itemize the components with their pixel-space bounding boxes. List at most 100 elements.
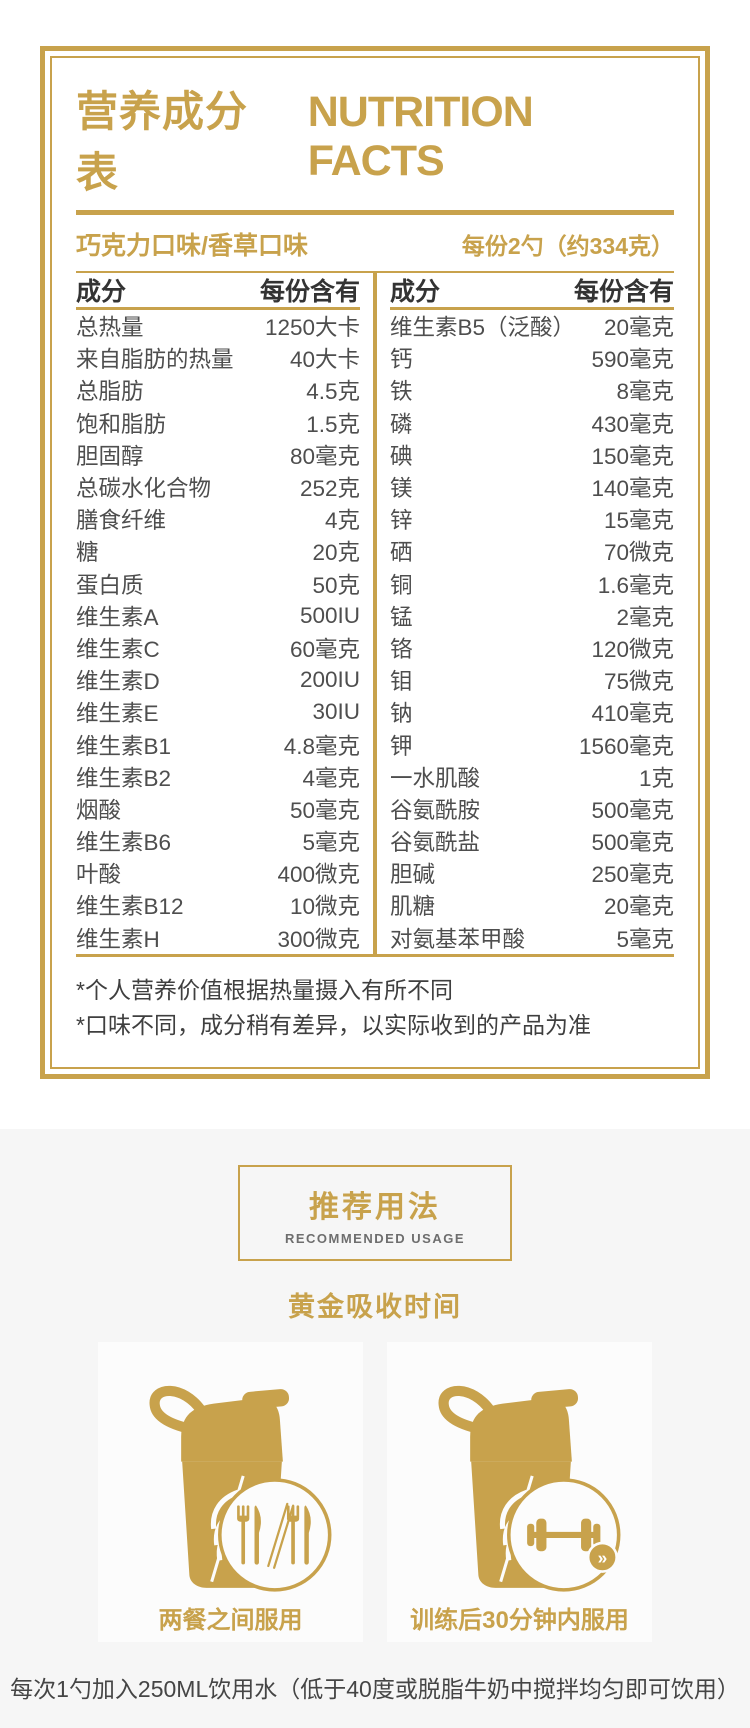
usage-badge-title-zh: 推荐用法: [309, 1190, 441, 1224]
fast-forward-glyph: »: [597, 1547, 607, 1567]
ingredient-amount: 150毫克: [591, 443, 674, 469]
usage-card-label: 两餐之间服用: [158, 1606, 303, 1634]
table-row: 铬 120微克: [390, 632, 674, 664]
table-row: 维生素B2 4毫克: [76, 761, 360, 793]
ingredient-amount: 20毫克: [603, 894, 674, 920]
ingredient-amount: 410毫克: [591, 701, 674, 727]
table-row: 一水肌酸 1克: [390, 761, 674, 793]
header-ingredient: 成分: [76, 278, 127, 306]
table-row: 锌 15毫克: [390, 503, 674, 535]
table-row: 烟酸 50毫克: [76, 793, 360, 825]
icon-circle: [217, 1477, 331, 1592]
table-row: 维生素E 30IU: [76, 696, 360, 728]
table-header-row: 成分 每份含有: [390, 273, 674, 310]
header-ingredient: 成分: [390, 278, 441, 306]
ingredient-name: 铁: [390, 379, 413, 405]
usage-card-after-training: » 训练后30分钟内服用: [387, 1341, 652, 1642]
ingredient-amount: 120微克: [591, 636, 674, 662]
ingredient-amount: 10微克: [289, 894, 360, 920]
knife-glyph: [254, 1505, 261, 1565]
ingredient-amount: 2毫克: [616, 604, 674, 630]
table-row: 镁 140毫克: [390, 471, 674, 503]
table-header-row: 成分 每份含有: [76, 273, 360, 310]
ingredient-name: 总碳水化合物: [76, 476, 212, 502]
ingredient-amount: 5毫克: [616, 926, 674, 952]
ingredient-amount: 4克: [324, 508, 360, 534]
ingredient-name: 对氨基苯甲酸: [390, 926, 526, 952]
ingredient-name: 维生素C: [76, 636, 160, 662]
ingredient-name: 谷氨酰盐: [390, 830, 481, 856]
table-row: 维生素C 60毫克: [76, 632, 360, 664]
ingredient-name: 维生素D: [76, 669, 160, 695]
ingredient-amount: 4毫克: [302, 765, 360, 791]
ingredient-amount: 30IU: [312, 699, 360, 725]
ingredient-amount: 200IU: [299, 667, 360, 693]
ingredient-amount: 50毫克: [289, 797, 360, 823]
nutrition-title: 营养成分表 NUTRITION FACTS: [76, 72, 674, 210]
shaker-lid: [180, 1398, 283, 1462]
table-row: 维生素D 200IU: [76, 664, 360, 696]
nutrition-facts-inner-frame: 营养成分表 NUTRITION FACTS 巧克力口味/香草口味 每份2勺（约3…: [50, 56, 700, 1069]
shaker-handle: [438, 1385, 496, 1435]
table-row: 维生素B6 5毫克: [76, 825, 360, 857]
table-row: 维生素B12 10微克: [76, 889, 360, 921]
ingredient-name: 糖: [76, 540, 99, 566]
ingredient-name: 硒: [390, 540, 413, 566]
ingredient-name: 烟酸: [76, 797, 122, 823]
ingredient-name: 一水肌酸: [390, 765, 481, 791]
ingredient-name: 维生素A: [76, 604, 159, 630]
ingredient-name: 叶酸: [76, 862, 122, 888]
ingredient-name: 钼: [390, 669, 413, 695]
table-row: 对氨基苯甲酸 5毫克: [390, 922, 674, 954]
header-amount: 每份含有: [259, 278, 360, 306]
ingredient-amount: 590毫克: [591, 347, 674, 373]
ingredient-amount: 40大卡: [289, 347, 360, 373]
table-row: 胆碱 250毫克: [390, 857, 674, 889]
ingredient-name: 锌: [390, 508, 413, 534]
ingredient-name: 维生素E: [76, 701, 159, 727]
table-row: 钼 75微克: [390, 664, 674, 696]
usage-badge-title-en: RECOMMENDED USAGE: [284, 1230, 466, 1246]
table-row: 总热量 1250大卡: [76, 310, 360, 342]
nutrition-table-right-column: 成分 每份含有 维生素B5（泛酸） 20毫克 钙 590毫克 铁: [377, 273, 674, 954]
usage-cards-row: 两餐之间服用: [0, 1341, 750, 1642]
shaker-bottle-meals-icon: [149, 1385, 331, 1592]
ingredient-name: 总热量: [76, 315, 144, 341]
nutrition-table: 成分 每份含有 总热量 1250大卡 来自脂肪的热量 40大卡: [76, 271, 674, 957]
recommended-usage-section: 推荐用法 RECOMMENDED USAGE 黄金吸收时间: [0, 1128, 750, 1728]
footnotes: *个人营养价值根据热量摄入有所不同 *口味不同，成分稍有差异，以实际收到的产品为…: [76, 973, 674, 1053]
table-row: 碘 150毫克: [390, 439, 674, 471]
meals-icon: [236, 1502, 311, 1569]
ingredient-amount: 8毫克: [616, 379, 674, 405]
ingredient-amount: 1克: [638, 765, 674, 791]
knife-glyph: [303, 1505, 311, 1565]
ingredient-amount: 252克: [299, 476, 360, 502]
mixing-instruction: 每次1勺加入250ML饮用水（低于40度或脱脂牛奶中搅拌均匀即可饮用）: [10, 1675, 740, 1702]
table-row: 维生素H 300微克: [76, 922, 360, 954]
table-row: 叶酸 400微克: [76, 857, 360, 889]
ingredient-amount: 500IU: [299, 602, 360, 628]
column-divider: [373, 273, 377, 954]
ingredient-amount: 60毫克: [289, 636, 360, 662]
table-row: 肌糖 20毫克: [390, 889, 674, 921]
ingredient-amount: 15毫克: [603, 508, 674, 534]
ingredient-amount: 20克: [312, 540, 360, 566]
table-row: 锰 2毫克: [390, 600, 674, 632]
ingredient-amount: 4.8毫克: [283, 733, 360, 759]
ingredient-amount: 500毫克: [591, 830, 674, 856]
title-divider-rule: [76, 210, 674, 215]
table-row: 胆固醇 80毫克: [76, 439, 360, 471]
table-row: 硒 70微克: [390, 535, 674, 567]
ingredient-name: 肌糖: [390, 894, 436, 920]
ingredient-amount: 5毫克: [302, 830, 360, 856]
ingredient-name: 维生素B2: [76, 765, 172, 791]
ingredient-name: 钙: [390, 347, 413, 373]
fork-glyph: [236, 1505, 249, 1565]
ingredient-name: 胆碱: [390, 862, 436, 888]
flavor-serving-row: 巧克力口味/香草口味 每份2勺（约334克）: [76, 215, 674, 271]
table-row: 饱和脂肪 1.5克: [76, 407, 360, 439]
ingredient-amount: 430毫克: [591, 411, 674, 437]
table-row: 蛋白质 50克: [76, 568, 360, 600]
ingredient-name: 胆固醇: [76, 443, 144, 469]
table-row: 维生素B1 4.8毫克: [76, 728, 360, 760]
